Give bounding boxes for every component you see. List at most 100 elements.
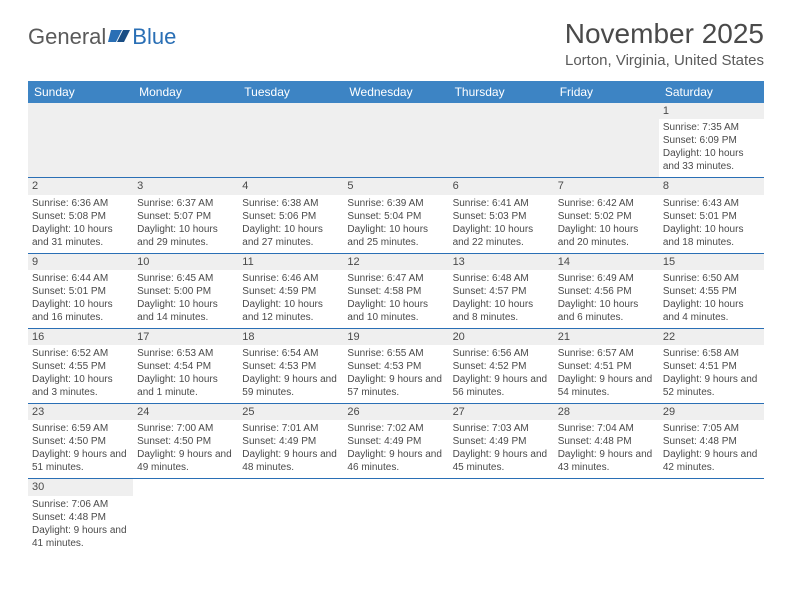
weekday-header: Wednesday bbox=[343, 81, 448, 103]
location-text: Lorton, Virginia, United States bbox=[565, 52, 764, 69]
day-number: 20 bbox=[449, 329, 554, 345]
month-title: November 2025 bbox=[565, 18, 764, 50]
day-number: 22 bbox=[659, 329, 764, 345]
day-number: 28 bbox=[554, 404, 659, 420]
calendar-cell bbox=[554, 479, 659, 554]
daylight-line: Daylight: 10 hours and 4 minutes. bbox=[663, 298, 760, 324]
calendar-week-row: 16Sunrise: 6:52 AMSunset: 4:55 PMDayligh… bbox=[28, 328, 764, 403]
daylight-line: Daylight: 9 hours and 42 minutes. bbox=[663, 448, 760, 474]
calendar-cell: 18Sunrise: 6:54 AMSunset: 4:53 PMDayligh… bbox=[238, 328, 343, 403]
daylight-line: Daylight: 10 hours and 31 minutes. bbox=[32, 223, 129, 249]
sunrise-line: Sunrise: 6:43 AM bbox=[663, 197, 760, 210]
calendar-cell: 3Sunrise: 6:37 AMSunset: 5:07 PMDaylight… bbox=[133, 178, 238, 253]
day-number: 19 bbox=[343, 329, 448, 345]
calendar-cell: 20Sunrise: 6:56 AMSunset: 4:52 PMDayligh… bbox=[449, 328, 554, 403]
daylight-line: Daylight: 10 hours and 14 minutes. bbox=[137, 298, 234, 324]
calendar-week-row: 1 Sunrise: 7:35 AMSunset: 6:09 PMDaylight… bbox=[28, 103, 764, 178]
title-block: November 2025 Lorton, Virginia, United S… bbox=[565, 18, 764, 69]
daylight-line: Daylight: 10 hours and 6 minutes. bbox=[558, 298, 655, 324]
calendar-table: SundayMondayTuesdayWednesdayThursdayFrid… bbox=[28, 81, 764, 554]
calendar-cell: 12Sunrise: 6:47 AMSunset: 4:58 PMDayligh… bbox=[343, 253, 448, 328]
sunset-line: Sunset: 4:51 PM bbox=[558, 360, 655, 373]
calendar-cell: 8Sunrise: 6:43 AMSunset: 5:01 PMDaylight… bbox=[659, 178, 764, 253]
daylight-line: Daylight: 10 hours and 33 minutes. bbox=[663, 147, 760, 173]
day-number: 25 bbox=[238, 404, 343, 420]
calendar-cell: 19Sunrise: 6:55 AMSunset: 4:53 PMDayligh… bbox=[343, 328, 448, 403]
sunset-line: Sunset: 4:50 PM bbox=[32, 435, 129, 448]
daylight-line: Daylight: 10 hours and 20 minutes. bbox=[558, 223, 655, 249]
calendar-cell: 7Sunrise: 6:42 AMSunset: 5:02 PMDaylight… bbox=[554, 178, 659, 253]
calendar-cell: 28Sunrise: 7:04 AMSunset: 4:48 PMDayligh… bbox=[554, 404, 659, 479]
daylight-line: Daylight: 9 hours and 56 minutes. bbox=[453, 373, 550, 399]
flag-icon bbox=[108, 24, 130, 50]
sunset-line: Sunset: 4:48 PM bbox=[558, 435, 655, 448]
day-number: 24 bbox=[133, 404, 238, 420]
daylight-line: Daylight: 9 hours and 41 minutes. bbox=[32, 524, 129, 550]
calendar-cell: 26Sunrise: 7:02 AMSunset: 4:49 PMDayligh… bbox=[343, 404, 448, 479]
daylight-line: Daylight: 10 hours and 1 minute. bbox=[137, 373, 234, 399]
day-number: 18 bbox=[238, 329, 343, 345]
calendar-cell bbox=[343, 479, 448, 554]
daylight-line: Daylight: 10 hours and 16 minutes. bbox=[32, 298, 129, 324]
sunrise-line: Sunrise: 7:00 AM bbox=[137, 422, 234, 435]
daylight-line: Daylight: 9 hours and 46 minutes. bbox=[347, 448, 444, 474]
page-header: General Blue November 2025 Lorton, Virgi… bbox=[0, 0, 792, 73]
sunset-line: Sunset: 4:49 PM bbox=[242, 435, 339, 448]
calendar-cell: 17Sunrise: 6:53 AMSunset: 4:54 PMDayligh… bbox=[133, 328, 238, 403]
calendar-cell: 29Sunrise: 7:05 AMSunset: 4:48 PMDayligh… bbox=[659, 404, 764, 479]
day-number: 12 bbox=[343, 254, 448, 270]
weekday-header: Saturday bbox=[659, 81, 764, 103]
daylight-line: Daylight: 9 hours and 51 minutes. bbox=[32, 448, 129, 474]
day-number: 21 bbox=[554, 329, 659, 345]
calendar-week-row: 23Sunrise: 6:59 AMSunset: 4:50 PMDayligh… bbox=[28, 404, 764, 479]
calendar-cell: 27Sunrise: 7:03 AMSunset: 4:49 PMDayligh… bbox=[449, 404, 554, 479]
daylight-line: Daylight: 10 hours and 22 minutes. bbox=[453, 223, 550, 249]
day-number: 7 bbox=[554, 178, 659, 194]
day-number: 8 bbox=[659, 178, 764, 194]
sunset-line: Sunset: 4:48 PM bbox=[663, 435, 760, 448]
sunrise-line: Sunrise: 6:54 AM bbox=[242, 347, 339, 360]
sunset-line: Sunset: 4:55 PM bbox=[663, 285, 760, 298]
calendar-cell: 4Sunrise: 6:38 AMSunset: 5:06 PMDaylight… bbox=[238, 178, 343, 253]
day-number: 10 bbox=[133, 254, 238, 270]
sunset-line: Sunset: 5:07 PM bbox=[137, 210, 234, 223]
sunrise-line: Sunrise: 7:35 AM bbox=[663, 121, 760, 134]
calendar-week-row: 9Sunrise: 6:44 AMSunset: 5:01 PMDaylight… bbox=[28, 253, 764, 328]
calendar-cell: 25Sunrise: 7:01 AMSunset: 4:49 PMDayligh… bbox=[238, 404, 343, 479]
calendar-cell: 21 Sunrise: 6:57 AMSunset: 4:51 PMDayligh… bbox=[554, 328, 659, 403]
sunrise-line: Sunrise: 6:42 AM bbox=[558, 197, 655, 210]
daylight-line: Daylight: 9 hours and 57 minutes. bbox=[347, 373, 444, 399]
calendar-cell bbox=[554, 103, 659, 178]
daylight-line: Daylight: 9 hours and 54 minutes. bbox=[558, 373, 655, 399]
sunrise-line: Sunrise: 7:03 AM bbox=[453, 422, 550, 435]
logo: General Blue bbox=[28, 24, 176, 50]
sunset-line: Sunset: 5:03 PM bbox=[453, 210, 550, 223]
calendar-cell bbox=[28, 103, 133, 178]
daylight-line: Daylight: 9 hours and 49 minutes. bbox=[137, 448, 234, 474]
logo-text-general: General bbox=[28, 24, 106, 50]
day-number: 15 bbox=[659, 254, 764, 270]
calendar-cell: 15Sunrise: 6:50 AMSunset: 4:55 PMDayligh… bbox=[659, 253, 764, 328]
sunrise-line: Sunrise: 7:01 AM bbox=[242, 422, 339, 435]
daylight-line: Daylight: 10 hours and 29 minutes. bbox=[137, 223, 234, 249]
sunrise-line: Sunrise: 6:47 AM bbox=[347, 272, 444, 285]
calendar-cell: 16Sunrise: 6:52 AMSunset: 4:55 PMDayligh… bbox=[28, 328, 133, 403]
sunset-line: Sunset: 4:53 PM bbox=[347, 360, 444, 373]
sunset-line: Sunset: 4:49 PM bbox=[347, 435, 444, 448]
logo-text-blue: Blue bbox=[132, 24, 176, 50]
calendar-cell: 11Sunrise: 6:46 AMSunset: 4:59 PMDayligh… bbox=[238, 253, 343, 328]
sunset-line: Sunset: 4:58 PM bbox=[347, 285, 444, 298]
day-number: 9 bbox=[28, 254, 133, 270]
sunset-line: Sunset: 6:09 PM bbox=[663, 134, 760, 147]
day-number: 14 bbox=[554, 254, 659, 270]
weekday-header: Friday bbox=[554, 81, 659, 103]
sunrise-line: Sunrise: 6:45 AM bbox=[137, 272, 234, 285]
weekday-header-row: SundayMondayTuesdayWednesdayThursdayFrid… bbox=[28, 81, 764, 103]
sunrise-line: Sunrise: 7:02 AM bbox=[347, 422, 444, 435]
day-number: 16 bbox=[28, 329, 133, 345]
daylight-line: Daylight: 9 hours and 45 minutes. bbox=[453, 448, 550, 474]
day-number: 1 bbox=[659, 103, 764, 119]
calendar-week-row: 2Sunrise: 6:36 AMSunset: 5:08 PMDaylight… bbox=[28, 178, 764, 253]
sunrise-line: Sunrise: 6:57 AM bbox=[558, 347, 655, 360]
calendar-cell bbox=[238, 103, 343, 178]
